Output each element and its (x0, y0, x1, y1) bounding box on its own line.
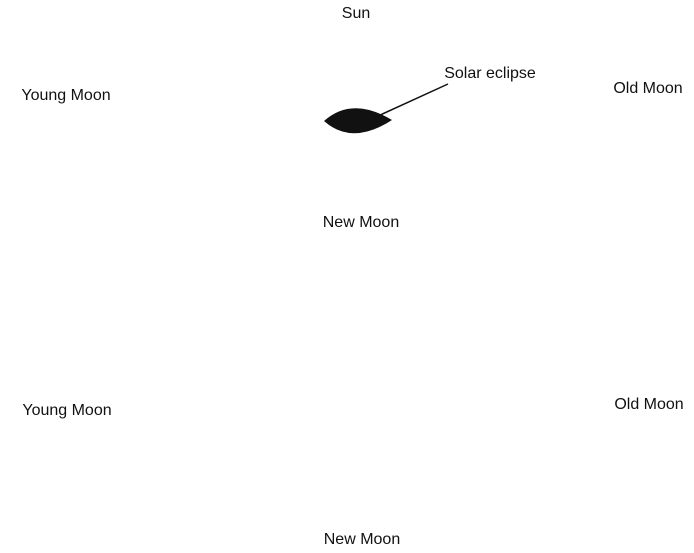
sun-label: Sun (342, 5, 370, 22)
old-moon-label: Old Moon (613, 80, 682, 97)
eclipse-label: Solar eclipse (444, 65, 536, 82)
new-moon-label: New Moon (323, 214, 399, 231)
eclipse-shape (324, 108, 392, 133)
old-moon-label: Old Moon (614, 396, 683, 413)
pointer-line (378, 84, 448, 116)
new-moon-label: New Moon (324, 531, 400, 548)
young-moon-label: Young Moon (21, 87, 110, 104)
diagram: Sun Solar eclipse Young Moon Old Moon Ne… (0, 0, 694, 553)
young-moon-label: Young Moon (22, 402, 111, 419)
